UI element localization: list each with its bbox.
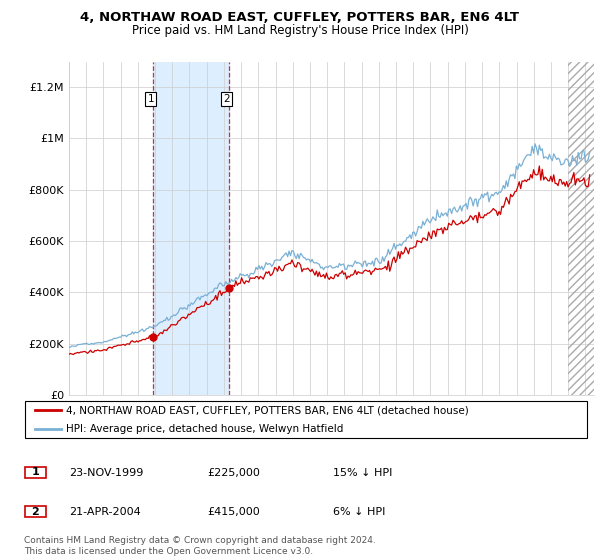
Text: 1: 1	[32, 468, 39, 477]
Text: 2: 2	[32, 507, 39, 516]
Text: £415,000: £415,000	[207, 507, 260, 517]
FancyBboxPatch shape	[25, 506, 46, 517]
FancyBboxPatch shape	[25, 466, 46, 478]
Text: 21-APR-2004: 21-APR-2004	[69, 507, 141, 517]
Text: Contains HM Land Registry data © Crown copyright and database right 2024.
This d: Contains HM Land Registry data © Crown c…	[24, 536, 376, 556]
Text: £225,000: £225,000	[207, 468, 260, 478]
Text: HPI: Average price, detached house, Welwyn Hatfield: HPI: Average price, detached house, Welw…	[66, 424, 344, 433]
Text: 4, NORTHAW ROAD EAST, CUFFLEY, POTTERS BAR, EN6 4LT: 4, NORTHAW ROAD EAST, CUFFLEY, POTTERS B…	[80, 11, 520, 24]
Text: 15% ↓ HPI: 15% ↓ HPI	[333, 468, 392, 478]
Text: 6% ↓ HPI: 6% ↓ HPI	[333, 507, 385, 517]
Bar	[568, 62, 594, 395]
Bar	[568, 62, 594, 395]
Text: 2: 2	[223, 94, 230, 104]
Text: 23-NOV-1999: 23-NOV-1999	[69, 468, 143, 478]
Text: Price paid vs. HM Land Registry's House Price Index (HPI): Price paid vs. HM Land Registry's House …	[131, 24, 469, 36]
Text: 4, NORTHAW ROAD EAST, CUFFLEY, POTTERS BAR, EN6 4LT (detached house): 4, NORTHAW ROAD EAST, CUFFLEY, POTTERS B…	[66, 405, 469, 415]
Text: 1: 1	[148, 94, 154, 104]
FancyBboxPatch shape	[25, 401, 587, 438]
Bar	[154, 62, 229, 395]
